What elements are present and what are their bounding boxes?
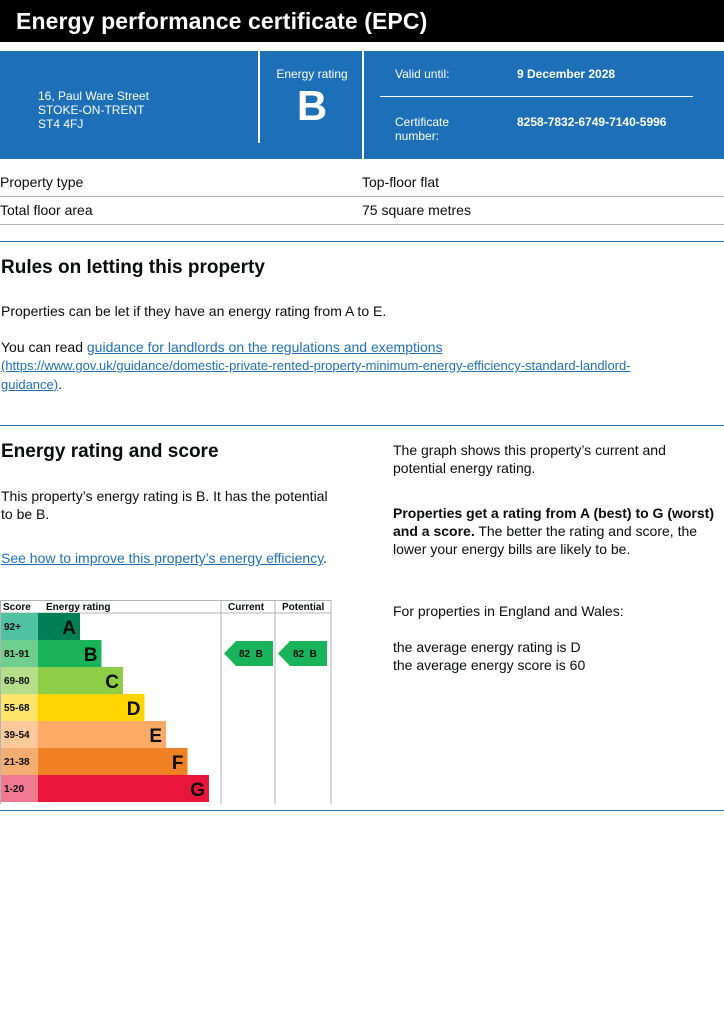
valid-until-label: Valid until: (395, 67, 450, 81)
divider (380, 96, 693, 97)
certificate-number-value: 8258-7832-6749-7140-5996 (517, 115, 667, 129)
band-score-cell (1, 667, 39, 694)
property-type-label: Property type (0, 174, 84, 190)
rating-explanation-rest: The better the rating and score, the low… (393, 523, 698, 557)
guidance-prefix: You can read (1, 339, 87, 355)
band-score-cell (1, 748, 39, 775)
band-score-label: 69-80 (4, 676, 30, 687)
potential-rating-label: 82 B (293, 649, 317, 660)
band-score-label: 55-68 (4, 703, 30, 714)
guidance-url-link-end[interactable]: guidance) (1, 377, 59, 392)
floor-area-value: 75 square metres (362, 202, 471, 218)
guidance-url-link[interactable]: (https://www.gov.uk/guidance/domestic-pr… (1, 358, 631, 373)
band-score-label: 39-54 (4, 730, 30, 741)
region-note: For properties in England and Wales: (393, 603, 624, 619)
property-type-value: Top-floor flat (362, 174, 440, 190)
chart-column-header: Energy rating (46, 602, 110, 613)
valid-until-value: 9 December 2028 (517, 67, 616, 81)
band-bar (38, 748, 188, 775)
band-score-cell (1, 694, 39, 721)
band-bar (38, 667, 123, 694)
band-letter: E (149, 726, 162, 747)
band-letter: D (127, 699, 141, 720)
guidance-suffix: . (58, 376, 62, 392)
section-divider (0, 241, 724, 242)
section-divider (0, 425, 724, 426)
band-score-cell (1, 613, 39, 640)
divider (362, 51, 364, 159)
energy-rating-letter: B (296, 82, 328, 129)
band-letter: F (172, 753, 184, 774)
divider (258, 51, 260, 143)
band-score-cell (1, 721, 39, 748)
potential-arrow (278, 641, 327, 666)
band-bar (38, 613, 80, 640)
band-score-cell (1, 640, 39, 667)
band-bar (38, 694, 145, 721)
band-score-label: 92+ (4, 622, 21, 633)
current-rating-label: 82 B (239, 649, 263, 660)
improve-suffix: . (323, 550, 328, 566)
chart-column-header: Current (228, 602, 265, 613)
band-letter: B (84, 645, 98, 666)
address-line: STOKE-ON-TRENT (38, 103, 145, 117)
energy-rating-label: Energy rating (276, 67, 348, 81)
address-line: 16, Paul Ware Street (38, 89, 149, 103)
band-letter: A (62, 618, 76, 639)
certificate-number-label: Certificate number: (395, 115, 475, 143)
energy-score-heading: Energy rating and score (1, 441, 219, 462)
band-bar (38, 640, 102, 667)
current-arrow (224, 641, 273, 666)
rating-explanation-bold: Properties get a rating from A (best) to… (393, 505, 714, 539)
letting-paragraph: Properties can be let if they have an en… (1, 303, 387, 319)
average-score: the average energy score is 60 (393, 657, 586, 673)
rating-explanation: Properties get a rating from A (best) to… (393, 504, 718, 558)
band-score-cell (1, 775, 39, 802)
letting-guidance-paragraph: You can read guidance for landlords on t… (1, 338, 701, 394)
energy-rating-chart: Score Energy rating Current Potential 92+ A 8… (0, 600, 332, 804)
band-letter: G (190, 780, 205, 801)
divider (0, 196, 724, 197)
band-bar (38, 721, 166, 748)
improve-efficiency-link[interactable]: See how to improve this property’s energ… (1, 550, 324, 566)
average-rating: the average energy rating is D (393, 639, 581, 655)
divider (0, 224, 724, 225)
section-divider (0, 810, 724, 811)
energy-rating-description: This property’s energy rating is B. It h… (1, 488, 328, 522)
property-address: 16, Paul Ware Street STOKE-ON-TRENT ST4 … (38, 89, 149, 131)
page-title: Energy performance certificate (EPC) (16, 8, 428, 34)
band-bar (38, 775, 209, 802)
address-line: ST4 4FJ (38, 117, 84, 131)
letting-heading: Rules on letting this property (1, 257, 265, 278)
chart-column-header: Potential (282, 602, 324, 613)
graph-explanation: The graph shows this property’s current … (393, 442, 666, 476)
summary-panel: 16, Paul Ware Street STOKE-ON-TRENT ST4 … (0, 51, 724, 159)
certificate-label-line: number: (395, 129, 440, 143)
improve-paragraph: See how to improve this property’s energ… (1, 549, 331, 567)
certificate-label-line: Certificate (395, 115, 450, 129)
band-score-label: 21-38 (4, 757, 30, 768)
band-score-label: 81-91 (4, 649, 30, 660)
floor-area-label: Total floor area (0, 202, 93, 218)
guidance-link[interactable]: guidance for landlords on the regulation… (86, 339, 443, 355)
chart-column-header: Score (3, 602, 31, 613)
band-letter: C (105, 672, 119, 693)
header-bar: Energy performance certificate (EPC) (0, 0, 724, 42)
band-score-label: 1-20 (4, 784, 24, 795)
